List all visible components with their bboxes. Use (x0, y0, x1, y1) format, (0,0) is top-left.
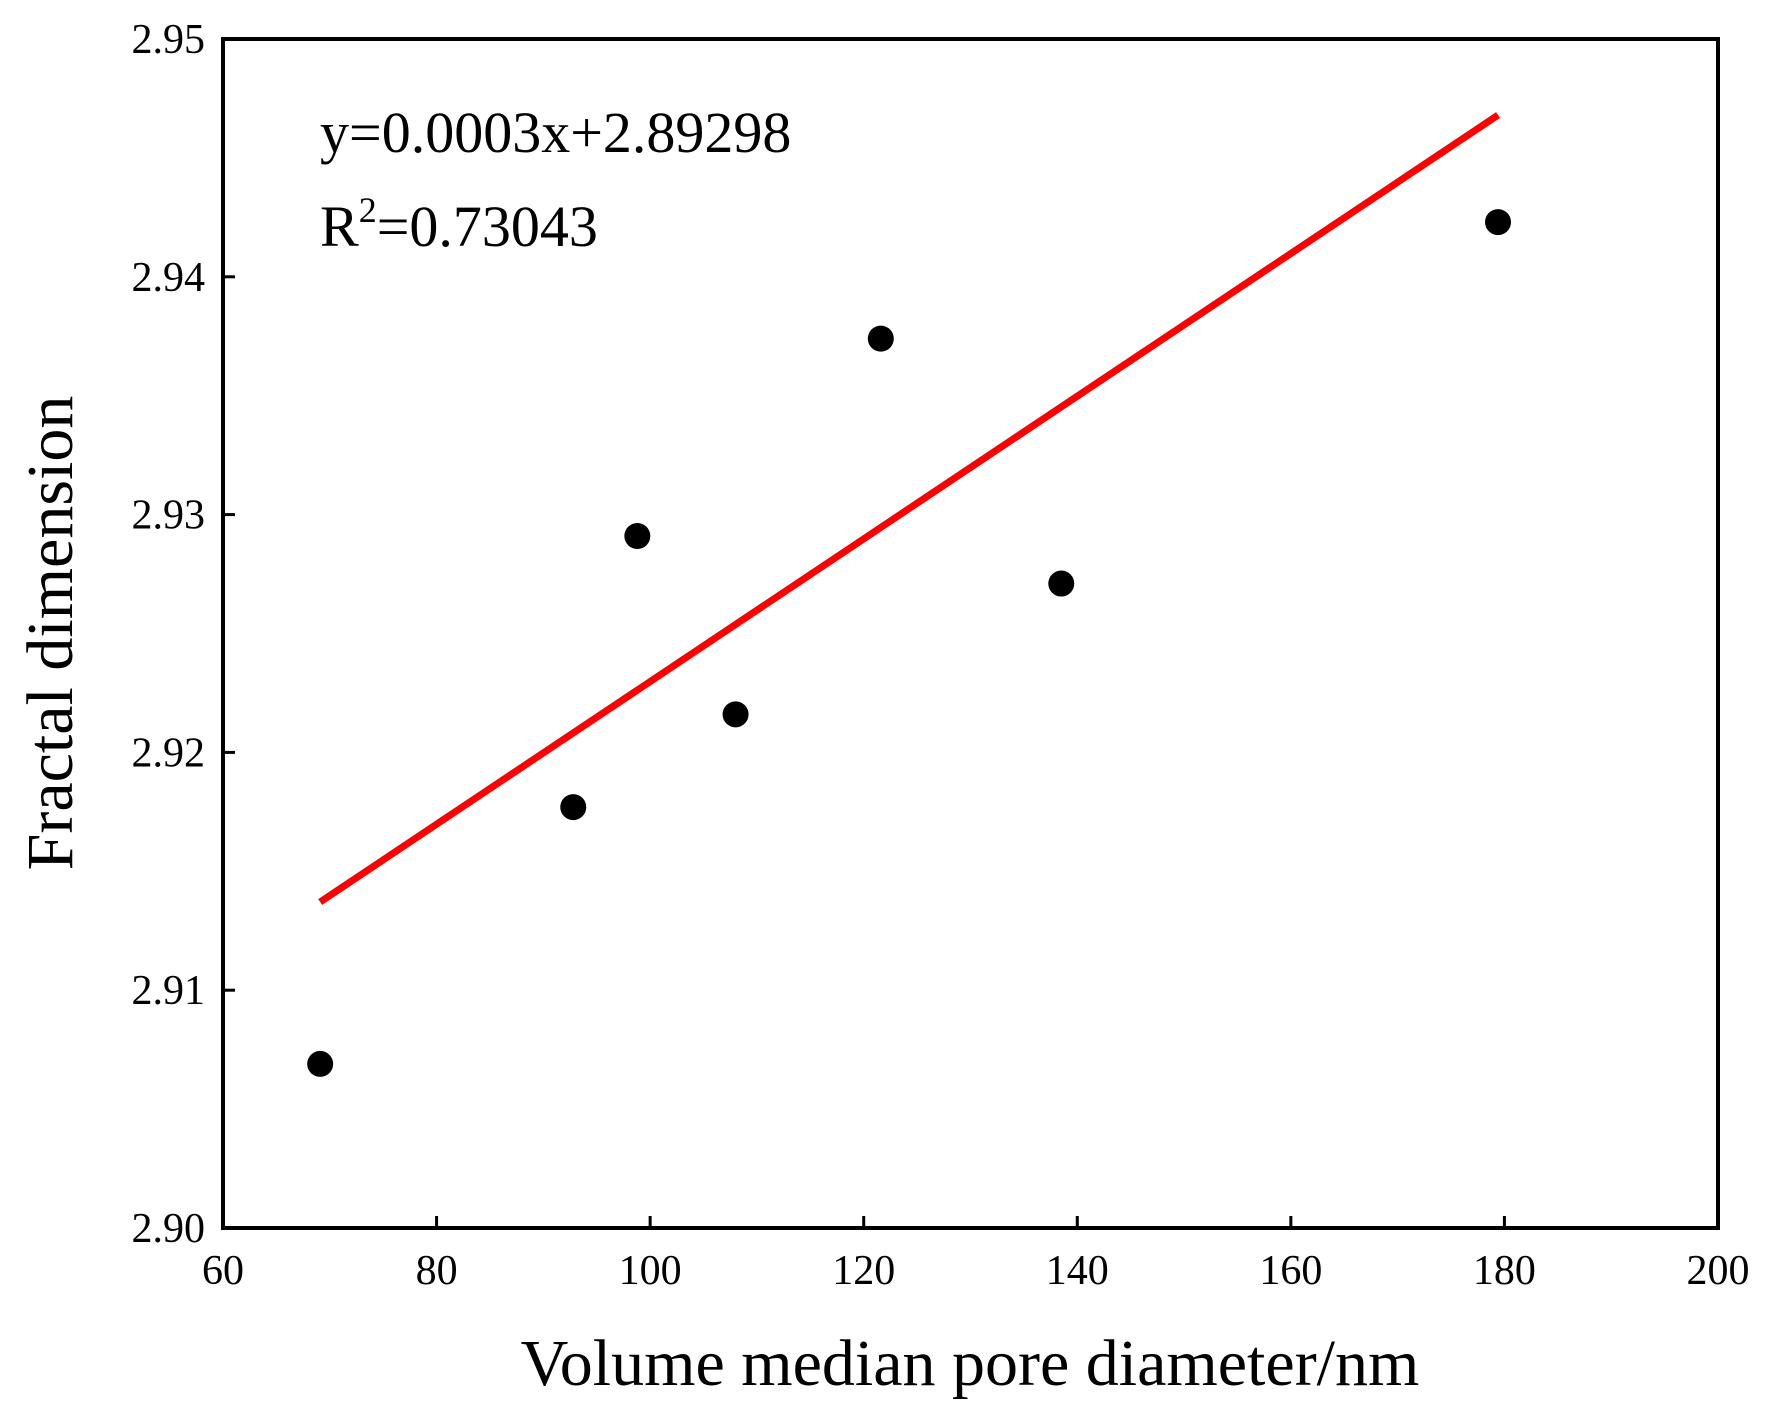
fit-line (318, 112, 1500, 905)
plot-area-frame (221, 37, 1720, 1230)
data-point (560, 794, 587, 821)
x-tick-label: 160 (1259, 1248, 1322, 1294)
x-axis-title: Volume median pore diameter/nm (521, 1327, 1420, 1400)
data-point (1048, 570, 1075, 597)
x-tick-label: 80 (416, 1248, 458, 1294)
x-tick-label: 140 (1046, 1248, 1109, 1294)
x-tick-label: 60 (202, 1248, 244, 1294)
y-tick-label: 2.95 (132, 17, 206, 63)
y-axis-title: Fractal dimension (14, 396, 87, 871)
y-tick-label: 2.92 (132, 730, 206, 776)
r-squared-superscript: 2 (359, 190, 377, 230)
r-squared: R2=0.73043 (320, 190, 598, 259)
fit-equation: y=0.0003x+2.89298 (320, 100, 791, 165)
x-tick-label: 200 (1687, 1248, 1750, 1294)
r-squared-value: =0.73043 (377, 194, 598, 259)
points-layer (307, 209, 1512, 1077)
y-tick-label: 2.91 (132, 968, 206, 1014)
data-point (867, 325, 894, 352)
data-point (624, 523, 651, 550)
fit-layer (318, 112, 1500, 905)
data-point (1485, 209, 1512, 236)
x-tick-label: 100 (619, 1248, 682, 1294)
y-tick-label: 2.90 (132, 1206, 206, 1252)
y-tick-label: 2.93 (132, 493, 206, 539)
x-axis-ticks: 60 80 100 120 140 160 180 200 (202, 1216, 1750, 1294)
r-squared-prefix: R (320, 194, 359, 259)
data-point (722, 701, 749, 728)
x-tick-label: 180 (1473, 1248, 1536, 1294)
y-axis-ticks: 2.90 2.91 2.92 2.93 2.94 2.95 (132, 17, 235, 1252)
y-tick-label: 2.94 (132, 255, 206, 301)
x-tick-label: 120 (832, 1248, 895, 1294)
data-point (307, 1050, 334, 1077)
